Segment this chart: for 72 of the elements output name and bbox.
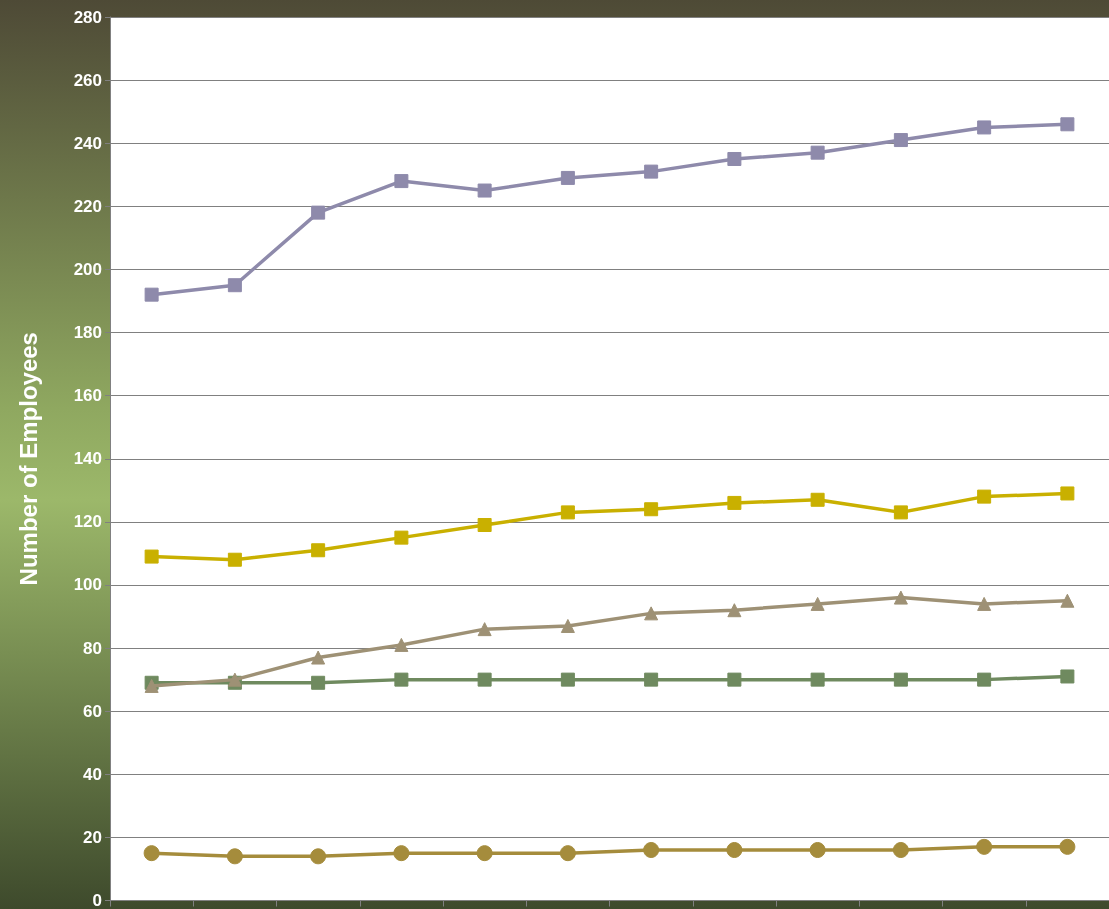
y-tick-label: 40: [83, 764, 102, 784]
point: [311, 205, 326, 220]
point: [560, 170, 575, 185]
y-tick-label: 220: [73, 196, 102, 216]
point: [810, 492, 825, 507]
point: [809, 842, 826, 859]
point: [810, 596, 825, 611]
point: [310, 848, 327, 865]
y-tick-label: 20: [83, 827, 102, 847]
point: [644, 164, 659, 179]
y-tick-label: 200: [73, 259, 102, 279]
point: [1060, 669, 1075, 684]
point: [892, 842, 909, 859]
point: [227, 552, 242, 567]
point: [644, 672, 659, 687]
point: [810, 145, 825, 160]
point: [893, 133, 908, 148]
point: [1059, 838, 1076, 855]
point: [977, 672, 992, 687]
y-tick-label: 80: [83, 638, 102, 658]
point: [893, 672, 908, 687]
point: [1060, 117, 1075, 132]
point: [394, 672, 409, 687]
point: [727, 603, 742, 618]
point: [477, 672, 492, 687]
point: [727, 672, 742, 687]
point: [394, 174, 409, 189]
point: [644, 502, 659, 517]
point: [810, 672, 825, 687]
point: [976, 838, 993, 855]
point: [644, 606, 659, 621]
point: [977, 120, 992, 135]
point: [893, 505, 908, 520]
y-tick-label: 260: [73, 70, 102, 90]
point: [1060, 593, 1075, 608]
point: [560, 505, 575, 520]
point: [560, 672, 575, 687]
y-tick-label: 280: [73, 7, 102, 27]
point: [227, 278, 242, 293]
point: [226, 848, 243, 865]
point: [143, 845, 160, 862]
y-tick-label: 0: [92, 891, 102, 909]
y-axis-title: Number of Employees: [14, 332, 42, 586]
y-tick-label: 60: [83, 701, 102, 721]
point: [643, 842, 660, 859]
point: [727, 495, 742, 510]
point: [476, 845, 493, 862]
point: [977, 596, 992, 611]
point: [311, 675, 326, 690]
point: [726, 842, 743, 859]
point: [977, 489, 992, 504]
y-tick-label: 180: [73, 323, 102, 343]
y-tick-label: 160: [73, 386, 102, 406]
point: [1060, 486, 1075, 501]
point: [477, 183, 492, 198]
y-tick-label: 120: [73, 512, 102, 532]
point: [560, 618, 575, 633]
point: [727, 151, 742, 166]
point: [893, 590, 908, 605]
point: [394, 530, 409, 545]
point: [144, 549, 159, 564]
point: [394, 637, 409, 652]
point: [393, 845, 410, 862]
point: [477, 622, 492, 637]
point: [477, 518, 492, 533]
y-tick-label: 140: [73, 449, 102, 469]
y-tick-label: 240: [73, 133, 102, 153]
point: [559, 845, 576, 862]
y-tick-label: 100: [73, 575, 102, 595]
point: [311, 650, 326, 665]
point: [144, 287, 159, 302]
point: [311, 543, 326, 558]
